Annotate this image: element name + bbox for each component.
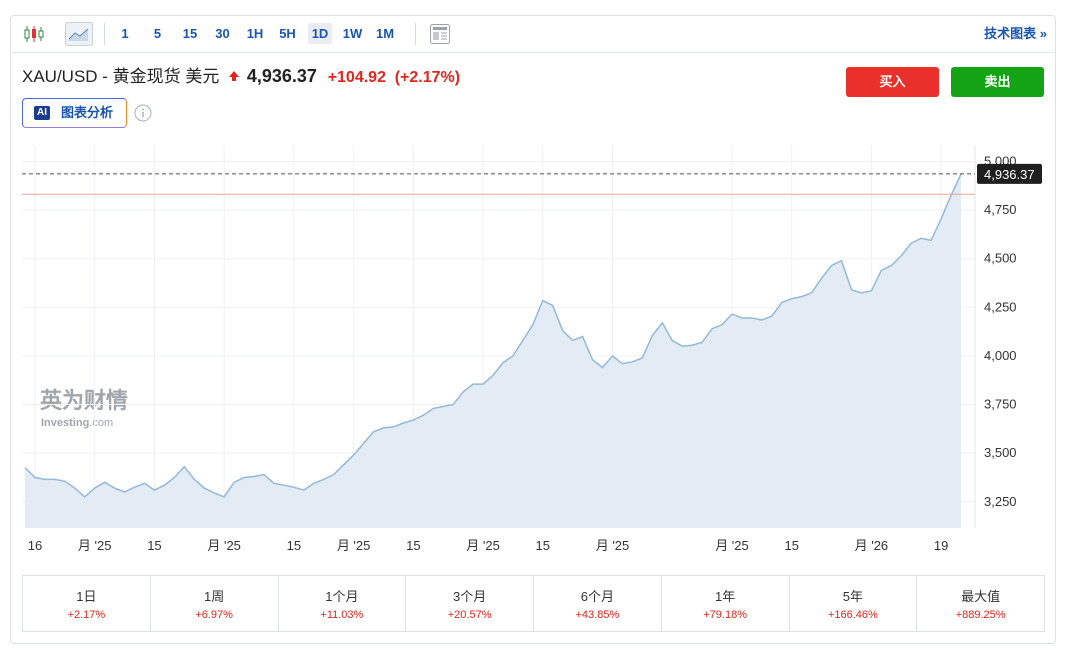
period-change: +6.97%: [195, 609, 233, 621]
interval-button[interactable]: 5H: [272, 16, 304, 52]
x-tick-label: 月 '26: [855, 538, 889, 553]
area-fill: [25, 173, 961, 528]
period-change: +20.57%: [447, 609, 492, 621]
interval-button[interactable]: 5: [142, 16, 174, 52]
y-tick-label: 3,500: [984, 445, 1017, 460]
calendar-icon[interactable]: [429, 23, 451, 45]
performance-cell[interactable]: 5年 +166.46%: [790, 576, 918, 631]
instrument-title: XAU/USD - 黄金现货 美元: [22, 67, 220, 86]
interval-label: 5: [153, 26, 162, 41]
ai-label: 图表分析: [61, 105, 114, 120]
x-tick-label: 15: [287, 538, 301, 553]
candlestick-icon[interactable]: [23, 25, 45, 43]
y-tick-label: 4,500: [984, 251, 1017, 266]
toolbar: 技术图表 » 1 5 15 30 1H 5H 1D 1W 1M: [11, 16, 1055, 53]
x-tick-label: 15: [147, 538, 161, 553]
period-change: +43.85%: [575, 609, 620, 621]
x-tick-label: 月 '25: [337, 538, 371, 553]
area-chart-icon[interactable]: [65, 22, 93, 46]
ai-badge: AI: [34, 106, 50, 120]
period-label: 6个月: [580, 589, 614, 604]
price-line: [24, 173, 962, 498]
interval-label: 15: [182, 26, 198, 41]
interval-label: 30: [215, 26, 230, 41]
period-label: 1日: [76, 589, 97, 604]
interval-label: 1W: [342, 26, 363, 41]
x-tick-label: 15: [784, 538, 798, 553]
x-tick-label: 月 '25: [715, 538, 749, 553]
watermark-suffix: .com: [89, 417, 113, 429]
x-tick-label: 月 '25: [466, 538, 500, 553]
watermark-site-name: Investing: [41, 417, 89, 429]
interval-button[interactable]: 1H: [239, 16, 271, 52]
period-label: 最大值: [961, 589, 1001, 604]
interval-button[interactable]: 1: [109, 16, 141, 52]
period-label: 5年: [842, 589, 863, 604]
interval-label: 1D: [307, 23, 333, 44]
period-label: 1个月: [325, 589, 359, 604]
last-price-label: 4,936.37: [984, 167, 1035, 182]
up-arrow: [229, 71, 240, 81]
y-tick-label: 4,250: [984, 299, 1017, 314]
sell-button[interactable]: 卖出: [951, 67, 1044, 97]
interval-label: 1: [121, 26, 129, 41]
separator: [104, 23, 105, 45]
performance-cell[interactable]: 1周 +6.97%: [151, 576, 279, 631]
performance-cell[interactable]: 最大值 +889.25%: [917, 576, 1044, 631]
instrument-header: XAU/USD - 黄金现货 美元 4,936.37 +104.92 (+2.1…: [22, 64, 460, 90]
y-tick-label: 3,750: [984, 397, 1017, 412]
interval-button[interactable]: 15: [174, 16, 206, 52]
period-label: 1周: [204, 589, 225, 604]
separator: [415, 23, 416, 45]
period-change: +2.17%: [67, 609, 106, 621]
info-icon[interactable]: [134, 104, 152, 122]
interval-label: 1M: [375, 26, 395, 41]
interval-label: 1H: [246, 26, 264, 41]
price: 4,936.37: [246, 66, 317, 86]
price-change-percent: (+2.17%): [394, 69, 461, 86]
period-label: 1年: [715, 589, 736, 604]
interval-button[interactable]: 30: [207, 16, 239, 52]
x-tick-label: 月 '25: [207, 538, 241, 553]
performance-cell[interactable]: 1年 +79.18%: [662, 576, 790, 631]
performance-cell[interactable]: 3个月 +20.57%: [406, 576, 534, 631]
period-change: +11.03%: [320, 609, 364, 621]
interval-button[interactable]: 1M: [369, 16, 401, 52]
x-tick-label: 16: [28, 538, 42, 553]
interval-label: 5H: [279, 26, 296, 41]
x-tick-label: 月 '25: [78, 538, 112, 553]
interval-button[interactable]: 1W: [337, 16, 369, 52]
price-change: +104.92: [327, 69, 386, 86]
period-change: +889.25%: [955, 609, 1006, 621]
y-tick-label: 3,250: [984, 494, 1017, 509]
performance-cell[interactable]: 1日 +2.17%: [23, 576, 151, 631]
y-tick-label: 4,000: [984, 348, 1017, 363]
widget-frame: [10, 15, 1056, 644]
technical-chart-link[interactable]: 技术图表 »: [984, 26, 1047, 41]
x-tick-label: 15: [406, 538, 420, 553]
last-price-box: [977, 163, 1042, 184]
performance-cell[interactable]: 6个月 +43.85%: [534, 576, 662, 631]
period-change: +166.46%: [827, 609, 878, 621]
buy-button[interactable]: 买入: [846, 67, 939, 97]
x-tick-label: 19: [934, 538, 948, 553]
period-change: +79.18%: [703, 609, 747, 621]
watermark-site: Investing.com: [41, 417, 113, 429]
performance-cell[interactable]: 1个月 +11.03%: [279, 576, 407, 631]
x-tick-label: 月 '25: [596, 538, 630, 553]
ai-analysis-button[interactable]: AI 图表分析: [22, 98, 127, 128]
x-tick-label: 15: [536, 538, 550, 553]
period-label: 3个月: [453, 589, 487, 604]
watermark-brand: 英为财情: [40, 388, 128, 413]
performance-table: 1日 +2.17% 1周 +6.97% 1个月 +11.03% 3个月 +20.57% 6个月 +…: [22, 575, 1045, 632]
y-tick-label: 4,750: [984, 202, 1017, 217]
interval-button[interactable]: 1D: [304, 16, 336, 52]
price-chart: 英为财情 Investing.com 3,250 3,500 3,750 4,000 4…: [22, 145, 1042, 553]
